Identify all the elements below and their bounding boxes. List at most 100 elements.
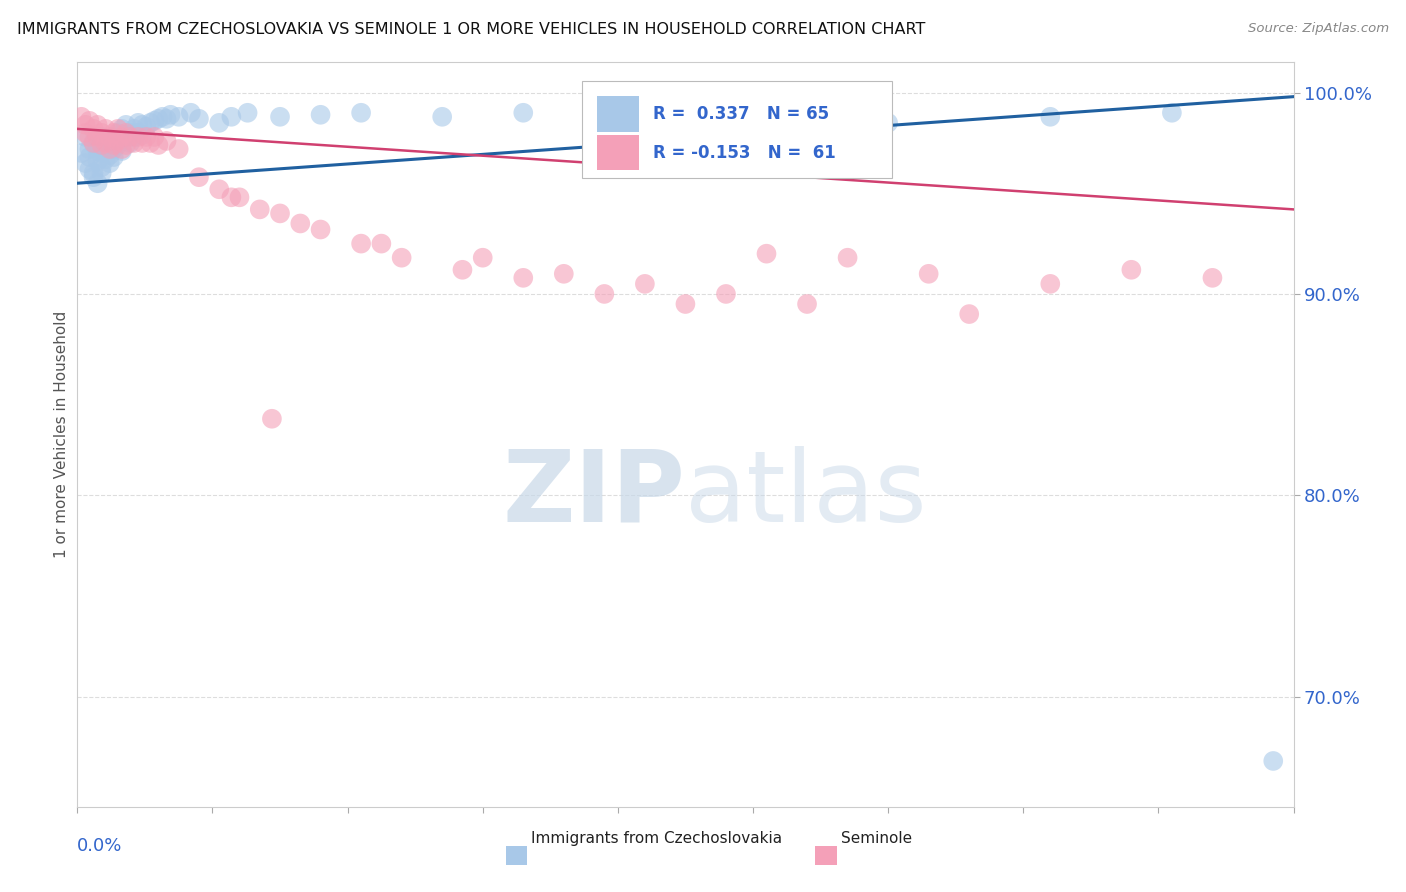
- Point: [90, 126, 112, 140]
- Text: IMMIGRANTS FROM CZECHOSLOVAKIA VS SEMINOLE 1 OR MORE VEHICLES IN HOUSEHOLD CORRE: IMMIGRANTS FROM CZECHOSLOVAKIA VS SEMINO…: [17, 22, 925, 37]
- FancyBboxPatch shape: [596, 135, 640, 170]
- Point: [309, 222, 332, 236]
- Text: ZIP: ZIP: [502, 446, 686, 543]
- Point: [79, 150, 101, 164]
- Point: [309, 108, 332, 122]
- Point: [79, 162, 101, 177]
- Point: [127, 126, 149, 140]
- Y-axis label: 1 or more Vehicles in Household: 1 or more Vehicles in Household: [53, 311, 69, 558]
- Point: [1263, 754, 1285, 768]
- Point: [236, 105, 259, 120]
- Point: [103, 150, 125, 164]
- Point: [350, 105, 373, 120]
- Point: [115, 129, 138, 144]
- Point: [208, 116, 231, 130]
- Point: [837, 251, 859, 265]
- Point: [159, 108, 181, 122]
- Text: Seminole: Seminole: [841, 831, 912, 846]
- Point: [94, 121, 117, 136]
- Point: [634, 112, 657, 126]
- Point: [430, 110, 453, 124]
- Point: [221, 190, 243, 204]
- Point: [127, 129, 149, 144]
- Point: [111, 144, 134, 158]
- Point: [94, 152, 117, 166]
- Point: [86, 118, 108, 132]
- Point: [83, 136, 105, 150]
- Point: [118, 129, 141, 144]
- Point: [269, 206, 291, 220]
- Point: [115, 118, 138, 132]
- Point: [70, 146, 93, 161]
- Point: [103, 142, 125, 156]
- Point: [75, 126, 97, 140]
- Point: [634, 277, 657, 291]
- Point: [115, 138, 138, 153]
- Point: [1121, 262, 1143, 277]
- Point: [79, 129, 101, 144]
- Point: [86, 140, 108, 154]
- Point: [79, 142, 101, 156]
- Point: [122, 129, 145, 144]
- Point: [391, 251, 413, 265]
- Point: [90, 146, 112, 161]
- Point: [957, 307, 980, 321]
- Point: [139, 136, 162, 150]
- Point: [1161, 105, 1184, 120]
- Point: [180, 105, 202, 120]
- Point: [86, 129, 108, 144]
- Point: [143, 113, 166, 128]
- Point: [103, 138, 125, 153]
- Point: [918, 267, 941, 281]
- Point: [83, 136, 105, 150]
- Point: [107, 134, 129, 148]
- Point: [90, 129, 112, 144]
- Point: [1039, 110, 1062, 124]
- Point: [98, 156, 121, 170]
- Point: [75, 118, 97, 132]
- Point: [90, 166, 112, 180]
- Point: [86, 144, 108, 158]
- Point: [94, 136, 117, 150]
- Point: [350, 236, 373, 251]
- Point: [86, 176, 108, 190]
- Text: atlas: atlas: [686, 446, 927, 543]
- Point: [115, 126, 138, 140]
- Point: [148, 112, 170, 126]
- Point: [167, 142, 190, 156]
- Point: [796, 297, 818, 311]
- Point: [118, 126, 141, 140]
- Point: [75, 129, 97, 144]
- Point: [98, 142, 121, 156]
- Point: [111, 121, 134, 136]
- Point: [152, 110, 174, 124]
- Text: R = -0.153   N =  61: R = -0.153 N = 61: [652, 144, 835, 161]
- Point: [155, 112, 177, 126]
- Point: [269, 110, 291, 124]
- Point: [155, 134, 177, 148]
- Point: [83, 121, 105, 136]
- Point: [471, 251, 494, 265]
- Point: [451, 262, 474, 277]
- Point: [103, 126, 125, 140]
- Point: [98, 134, 121, 148]
- Point: [221, 110, 243, 124]
- Point: [75, 156, 97, 170]
- Point: [135, 129, 157, 144]
- Point: [83, 166, 105, 180]
- Point: [86, 154, 108, 169]
- Point: [290, 217, 312, 231]
- Point: [94, 142, 117, 156]
- Point: [675, 297, 697, 311]
- Point: [370, 236, 392, 251]
- Point: [188, 170, 211, 185]
- Point: [90, 160, 112, 174]
- Point: [208, 182, 231, 196]
- Point: [107, 138, 129, 153]
- Point: [111, 129, 134, 144]
- Point: [714, 287, 737, 301]
- Point: [131, 128, 153, 142]
- Point: [107, 126, 129, 140]
- Point: [755, 110, 778, 124]
- Point: [90, 138, 112, 153]
